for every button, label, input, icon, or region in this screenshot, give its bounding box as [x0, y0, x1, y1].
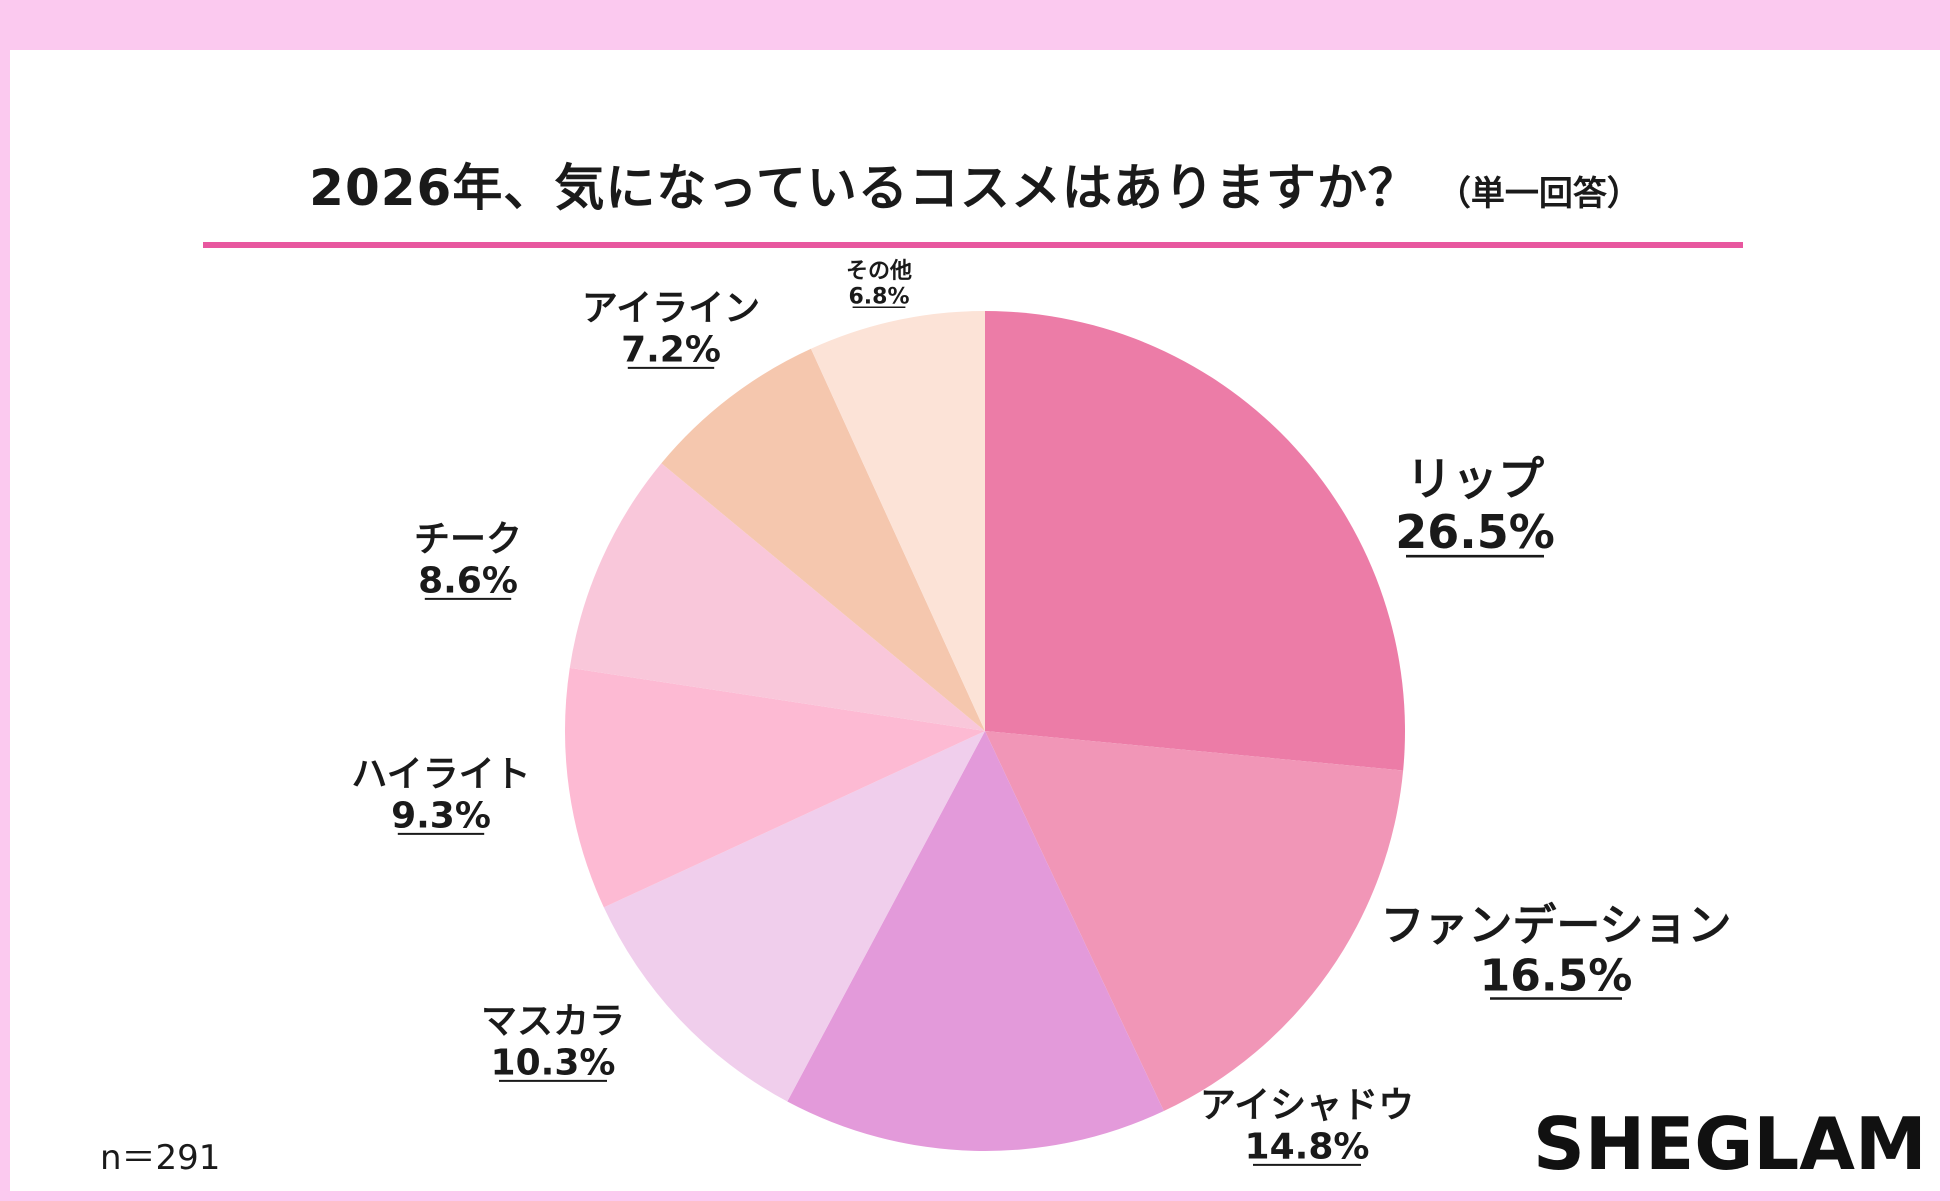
pie-slice	[661, 348, 985, 731]
pie-slice	[985, 311, 1405, 771]
pie-slice	[787, 731, 1164, 1151]
slice-value-label: 26.5%	[1395, 505, 1555, 559]
chart-title-block: 2026年、気になっているコスメはありますか？ （単一回答）	[0, 148, 1950, 220]
slice-label: ファンデーション	[1380, 900, 1731, 951]
chart-title: 2026年、気になっているコスメはありますか？	[309, 159, 1419, 217]
slice-value-label: 8.6%	[418, 560, 518, 601]
slice-value-label: 10.3%	[491, 1042, 616, 1083]
pie-slice	[569, 463, 985, 731]
slice-label: アイシャドウ	[1200, 1085, 1414, 1126]
pie-slice	[985, 731, 1404, 1112]
slice-label: その他	[846, 259, 912, 284]
slice-label: アイライン	[582, 288, 760, 329]
sample-size: n＝291	[100, 1138, 221, 1178]
chart-subtitle: （単一回答）	[1436, 174, 1641, 214]
slice-label: リップ	[1406, 452, 1544, 506]
pie-slice	[565, 667, 985, 908]
slice-label: チーク	[414, 519, 522, 560]
sheglam-logo: SHEGLAM	[1533, 1102, 1927, 1186]
title-underline	[203, 242, 1743, 248]
slice-label: マスカラ	[481, 1001, 625, 1042]
pie-slice	[810, 311, 985, 731]
slice-label: ハイライト	[351, 754, 530, 795]
slice-value-label: 6.8%	[848, 284, 909, 309]
slice-value-label: 14.8%	[1245, 1126, 1370, 1167]
slice-value-label: 7.2%	[621, 329, 721, 370]
slice-value-label: 16.5%	[1480, 951, 1633, 1002]
pie-slice	[603, 731, 985, 1102]
slice-value-label: 9.3%	[391, 795, 491, 836]
